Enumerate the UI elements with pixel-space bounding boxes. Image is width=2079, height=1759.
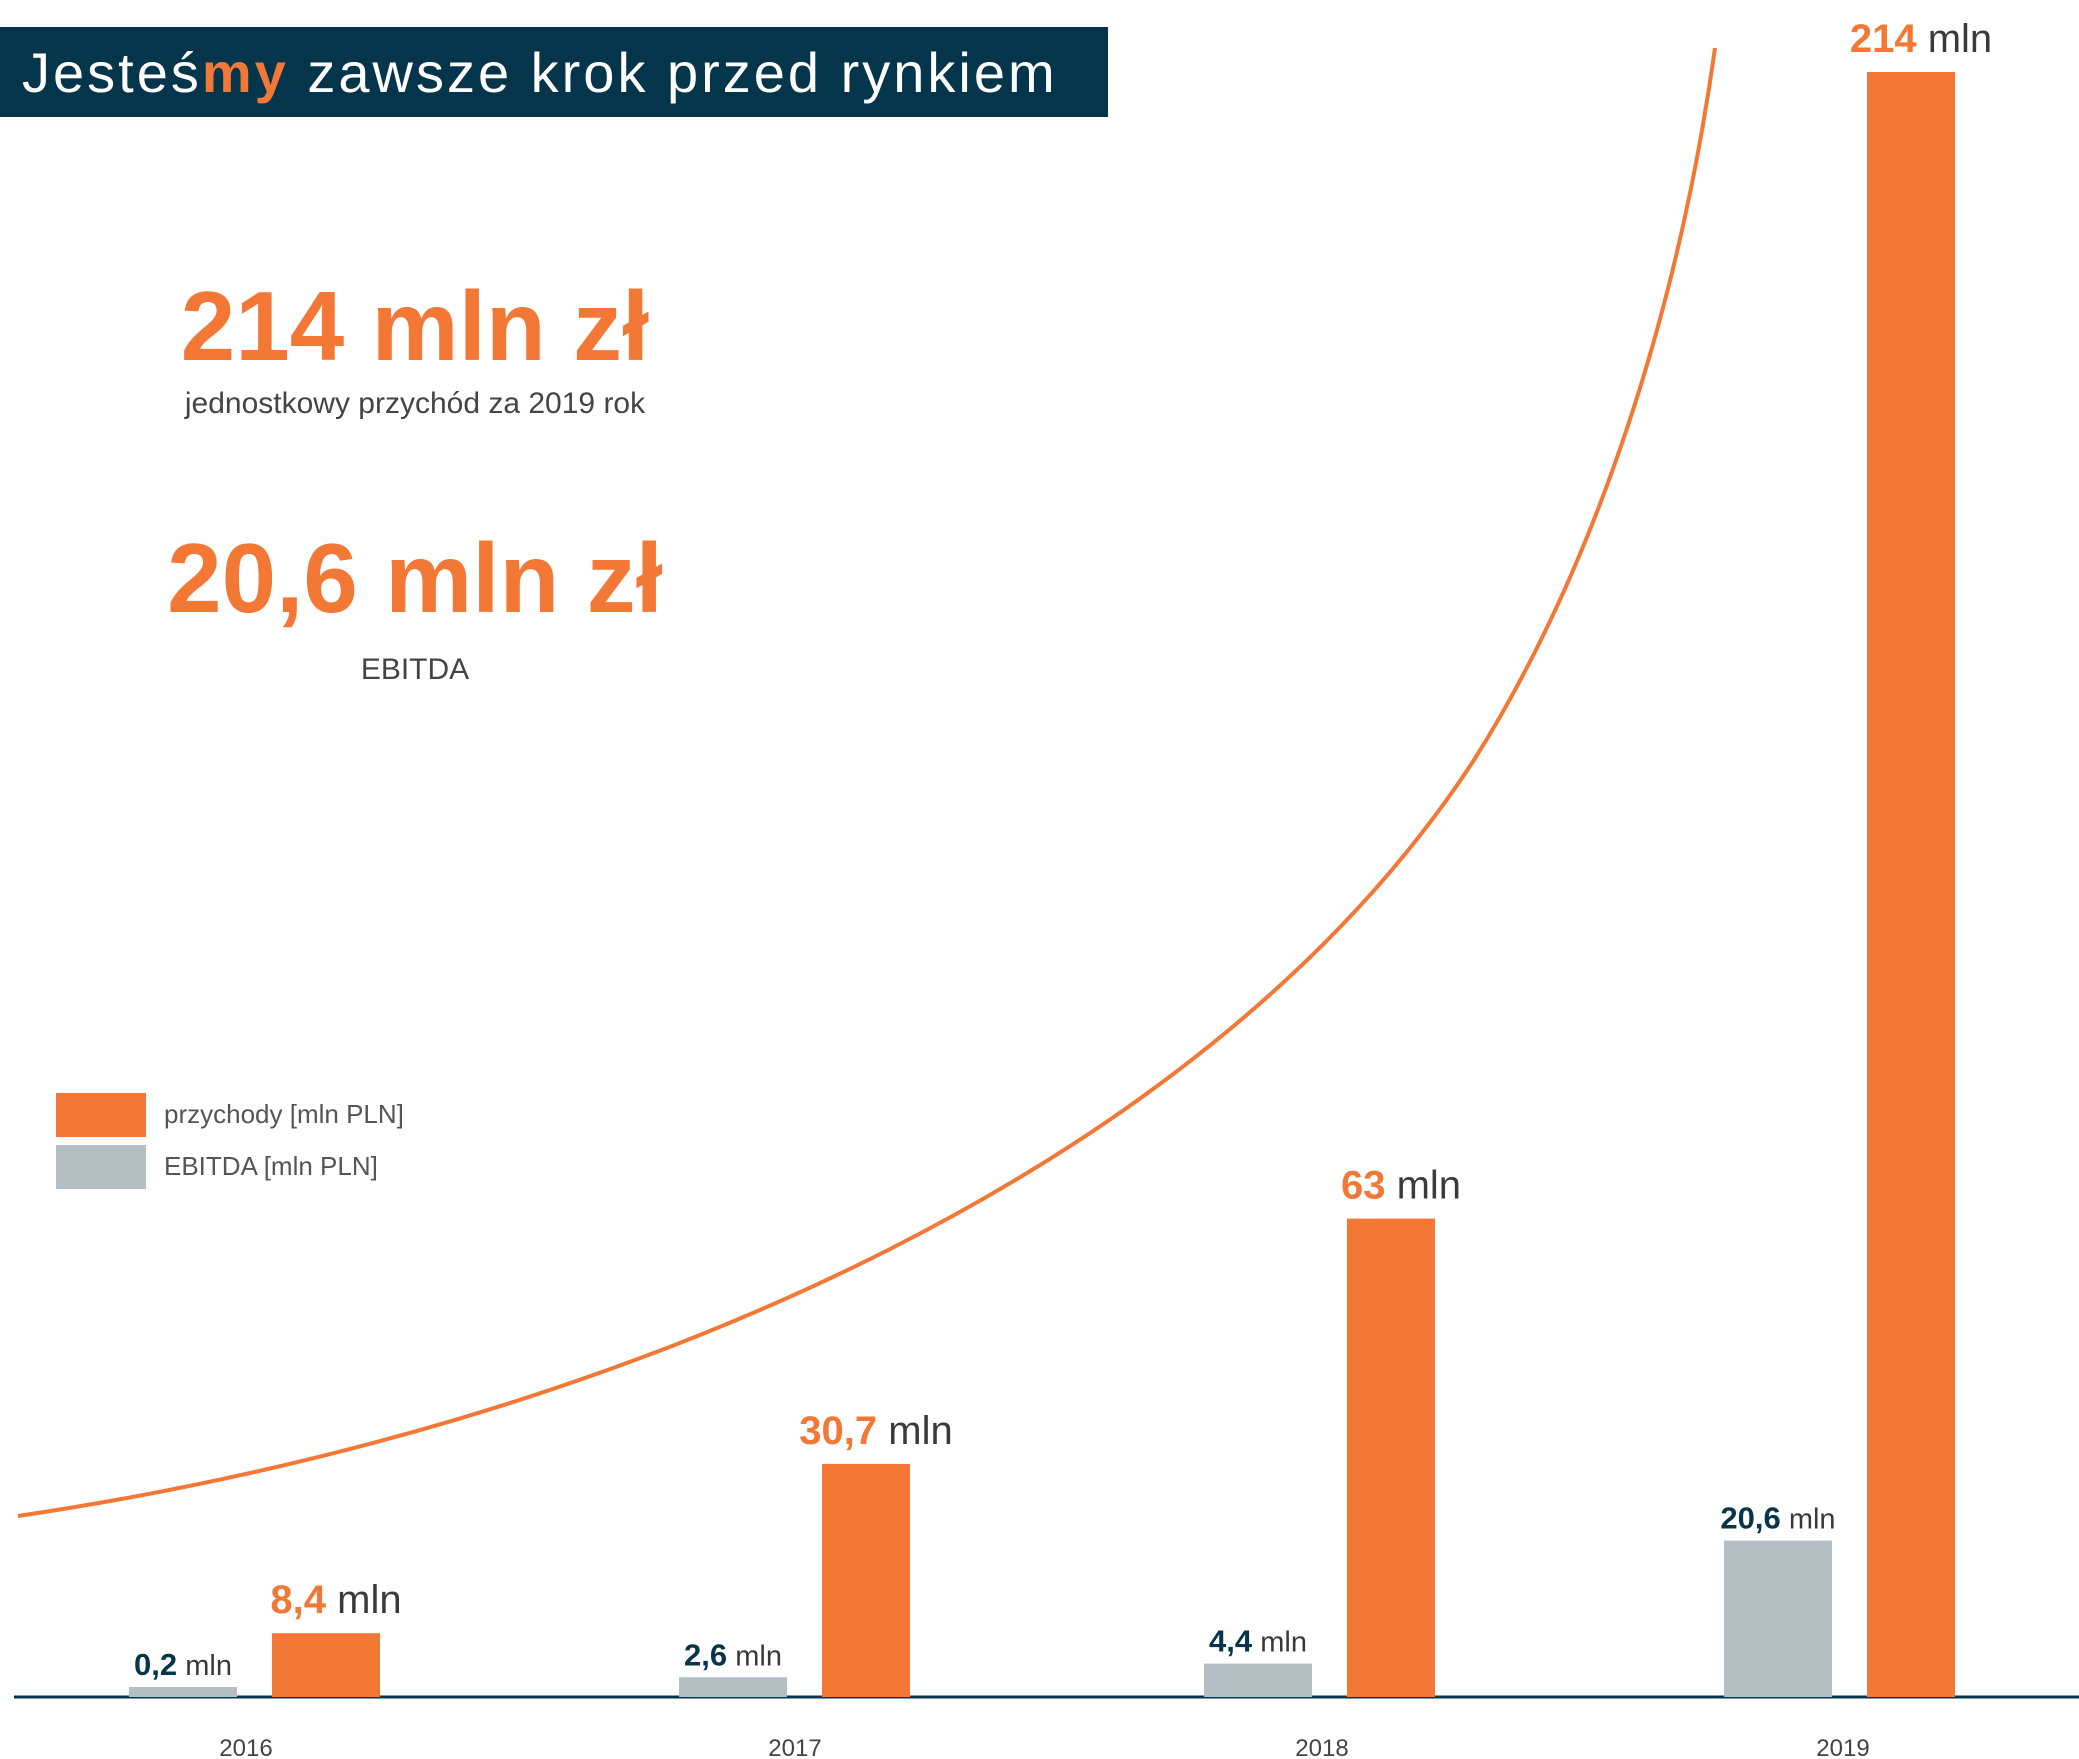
title-before: Jesteś: [22, 40, 202, 104]
kpi-ebitda-label: EBITDA: [360, 653, 470, 686]
legend-swatch-revenue: [56, 1093, 146, 1137]
label-revenue-2016: 8,4 mln: [270, 1578, 401, 1622]
label-revenue-2017: 30,7 mln: [799, 1409, 952, 1453]
label-ebitda-2019: 20,6 mln: [1720, 1501, 1835, 1536]
label-revenue-2019: 214 mln: [1850, 17, 1992, 61]
bar-ebitda-2018: [1204, 1663, 1312, 1697]
kpi-revenue-label: jednostkowy przychód za 2019 rok: [184, 387, 646, 420]
label-revenue-2018: 63 mln: [1341, 1164, 1461, 1208]
bar-revenue-2017: [822, 1463, 910, 1697]
label-ebitda-2017: 2,6 mln: [684, 1637, 782, 1672]
kpi-revenue-value: 214 mln zł: [180, 271, 650, 381]
x-tick-2016: 2016: [219, 1735, 272, 1759]
page-title: Jesteś my zawsze krok przed rynkiem: [0, 27, 1108, 117]
bar-revenue-2016: [272, 1633, 380, 1697]
bar-revenue-2019: [1867, 72, 1955, 1697]
kpi-ebitda: 20,6 mln zł EBITDA: [0, 522, 830, 687]
x-tick-2019: 2019: [1816, 1735, 1869, 1759]
bar-revenue-2018: [1347, 1218, 1435, 1697]
label-ebitda-2016: 0,2 mln: [134, 1647, 232, 1682]
bar-ebitda-2016: [129, 1687, 237, 1697]
x-tick-2017: 2017: [768, 1735, 821, 1759]
title-after: zawsze krok przed rynkiem: [288, 40, 1058, 104]
title-highlight: my: [201, 40, 289, 104]
kpi-revenue: 214 mln zł jednostkowy przychód za 2019 …: [0, 270, 830, 421]
legend-swatch-ebitda: [56, 1145, 146, 1189]
trend-curve: [17, 47, 1717, 1518]
bar-ebitda-2017: [679, 1677, 787, 1697]
legend-label-revenue: przychody [mln PLN]: [164, 1099, 404, 1129]
kpi-ebitda-value: 20,6 mln zł: [167, 523, 663, 633]
legend-label-ebitda: EBITDA [mln PLN]: [164, 1151, 378, 1181]
bar-ebitda-2019: [1724, 1540, 1832, 1697]
label-ebitda-2018: 4,4 mln: [1209, 1624, 1307, 1659]
x-tick-2018: 2018: [1295, 1735, 1348, 1759]
